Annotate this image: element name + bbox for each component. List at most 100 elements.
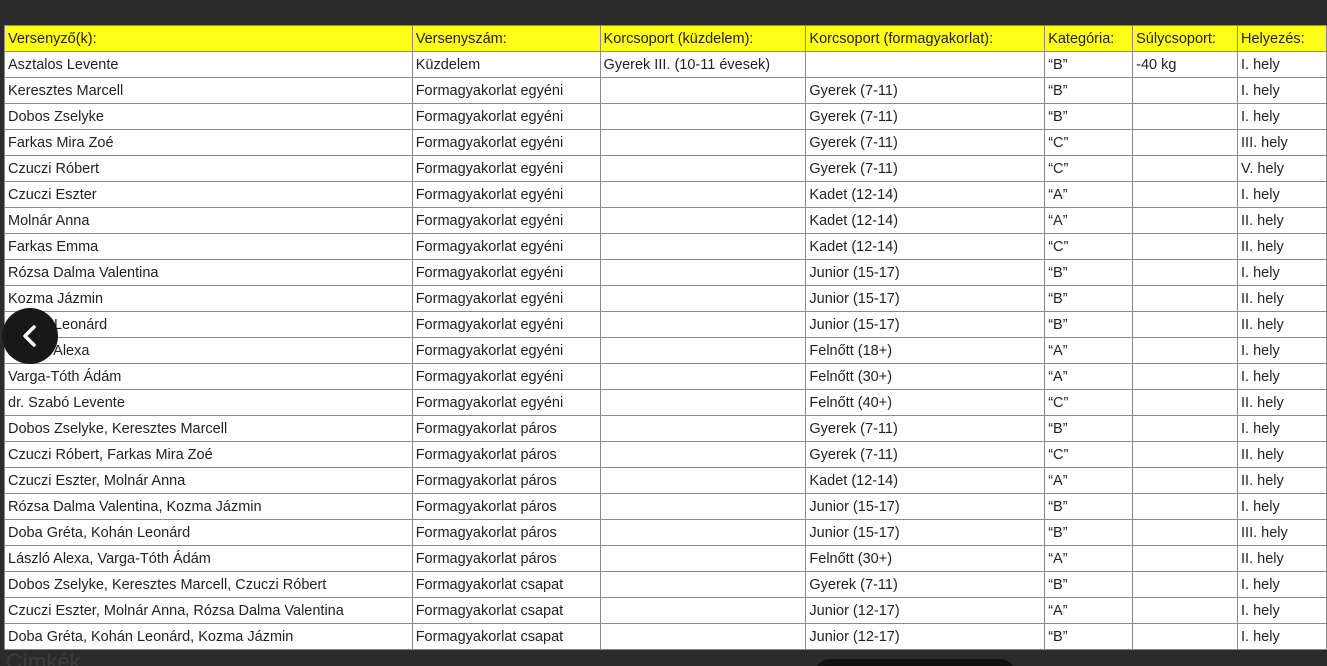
table-cell[interactable]: dr. Szabó Levente <box>4 389 413 416</box>
table-cell[interactable] <box>599 337 807 364</box>
table-cell[interactable]: Formagyakorlat egyéni <box>411 181 601 208</box>
table-cell[interactable] <box>1132 363 1239 390</box>
table-cell[interactable] <box>1132 207 1239 234</box>
table-cell[interactable]: Kadet (12-14) <box>805 467 1046 494</box>
table-cell[interactable]: Czuczi Eszter, Molnár Anna <box>4 467 413 494</box>
table-cell[interactable] <box>599 311 807 338</box>
table-cell[interactable] <box>1132 77 1239 104</box>
table-cell[interactable]: Dobos Zselyke, Keresztes Marcell <box>4 415 413 442</box>
table-cell[interactable]: Gyerek (7-11) <box>805 77 1046 104</box>
table-cell[interactable]: Formagyakorlat egyéni <box>411 259 601 286</box>
table-cell[interactable]: Gyerek III. (10-11 évesek) <box>599 51 807 78</box>
table-cell[interactable]: Dobos Zselyke <box>4 103 413 130</box>
table-cell[interactable]: Gyerek (7-11) <box>805 129 1046 156</box>
table-cell[interactable]: “A” <box>1044 207 1134 234</box>
table-cell[interactable]: Formagyakorlat páros <box>411 441 601 468</box>
table-cell[interactable] <box>1132 285 1239 312</box>
table-cell[interactable]: Formagyakorlat egyéni <box>411 311 601 338</box>
table-cell[interactable]: Gyerek (7-11) <box>805 155 1046 182</box>
table-cell[interactable]: Felnőtt (30+) <box>805 545 1046 572</box>
table-cell[interactable]: “B” <box>1044 285 1134 312</box>
table-cell[interactable]: Farkas Mira Zoé <box>4 129 413 156</box>
table-cell[interactable] <box>1132 545 1239 572</box>
table-cell[interactable] <box>599 519 807 546</box>
table-cell[interactable]: I. hely <box>1237 181 1327 208</box>
table-cell[interactable]: Formagyakorlat egyéni <box>411 363 601 390</box>
table-cell[interactable] <box>599 103 807 130</box>
table-cell[interactable]: Varga-Tóth Ádám <box>4 363 413 390</box>
table-cell[interactable]: “A” <box>1044 181 1134 208</box>
table-cell[interactable] <box>1132 233 1239 260</box>
table-cell[interactable]: Molnár Anna <box>4 207 413 234</box>
table-cell[interactable] <box>599 441 807 468</box>
table-cell[interactable]: Kozma Jázmin <box>4 285 413 312</box>
table-cell[interactable]: Formagyakorlat csapat <box>411 597 601 624</box>
table-cell[interactable]: Junior (15-17) <box>805 285 1046 312</box>
table-cell[interactable] <box>599 129 807 156</box>
table-cell[interactable]: Keresztes Marcell <box>4 77 413 104</box>
table-cell[interactable] <box>599 493 807 520</box>
table-cell[interactable]: III. hely <box>1237 129 1327 156</box>
table-cell[interactable]: II. hely <box>1237 545 1327 572</box>
table-cell[interactable] <box>599 181 807 208</box>
table-cell[interactable]: “B” <box>1044 103 1134 130</box>
table-cell[interactable]: I. hely <box>1237 623 1327 650</box>
table-cell[interactable]: II. hely <box>1237 233 1327 260</box>
table-cell[interactable]: “B” <box>1044 311 1134 338</box>
table-cell[interactable]: Formagyakorlat egyéni <box>411 103 601 130</box>
table-cell[interactable] <box>599 233 807 260</box>
table-cell[interactable]: Kohán Leonárd <box>4 311 413 338</box>
table-cell[interactable]: I. hely <box>1237 571 1327 598</box>
table-cell[interactable]: Küzdelem <box>411 51 601 78</box>
table-cell[interactable]: Junior (15-17) <box>805 259 1046 286</box>
table-cell[interactable]: Junior (15-17) <box>805 311 1046 338</box>
table-cell[interactable] <box>1132 311 1239 338</box>
table-cell[interactable]: Formagyakorlat páros <box>411 415 601 442</box>
table-cell[interactable]: Formagyakorlat egyéni <box>411 389 601 416</box>
table-cell[interactable]: Felnőtt (30+) <box>805 363 1046 390</box>
table-cell[interactable]: Asztalos Levente <box>4 51 413 78</box>
table-cell[interactable]: Farkas Emma <box>4 233 413 260</box>
table-cell[interactable] <box>805 51 1046 78</box>
table-cell[interactable]: II. hely <box>1237 467 1327 494</box>
table-cell[interactable]: I. hely <box>1237 597 1327 624</box>
table-cell[interactable]: “A” <box>1044 467 1134 494</box>
table-cell[interactable]: Rózsa Dalma Valentina <box>4 259 413 286</box>
table-cell[interactable]: Kadet (12-14) <box>805 233 1046 260</box>
table-cell[interactable] <box>599 77 807 104</box>
table-cell[interactable]: László Alexa <box>4 337 413 364</box>
table-cell[interactable] <box>1132 259 1239 286</box>
table-cell[interactable]: II. hely <box>1237 311 1327 338</box>
table-cell[interactable] <box>1132 415 1239 442</box>
table-cell[interactable]: Formagyakorlat egyéni <box>411 337 601 364</box>
table-cell[interactable]: Gyerek (7-11) <box>805 441 1046 468</box>
table-cell[interactable]: Formagyakorlat csapat <box>411 571 601 598</box>
table-cell[interactable]: II. hely <box>1237 441 1327 468</box>
table-cell[interactable] <box>599 415 807 442</box>
table-cell[interactable]: Felnőtt (18+) <box>805 337 1046 364</box>
table-cell[interactable] <box>599 623 807 650</box>
table-cell[interactable] <box>1132 519 1239 546</box>
table-cell[interactable] <box>1132 597 1239 624</box>
table-cell[interactable]: I. hely <box>1237 77 1327 104</box>
table-cell[interactable]: II. hely <box>1237 285 1327 312</box>
table-cell[interactable] <box>1132 441 1239 468</box>
table-cell[interactable]: Kadet (12-14) <box>805 181 1046 208</box>
table-cell[interactable]: “C” <box>1044 389 1134 416</box>
table-cell[interactable]: Rózsa Dalma Valentina, Kozma Jázmin <box>4 493 413 520</box>
table-cell[interactable]: I. hely <box>1237 415 1327 442</box>
table-cell[interactable]: I. hely <box>1237 51 1327 78</box>
table-cell[interactable] <box>1132 467 1239 494</box>
table-cell[interactable]: Czuczi Eszter, Molnár Anna, Rózsa Dalma … <box>4 597 413 624</box>
table-cell[interactable]: Junior (12-17) <box>805 623 1046 650</box>
table-cell[interactable]: László Alexa, Varga-Tóth Ádám <box>4 545 413 572</box>
table-cell[interactable]: Formagyakorlat egyéni <box>411 155 601 182</box>
table-cell[interactable]: Kadet (12-14) <box>805 207 1046 234</box>
table-cell[interactable]: “B” <box>1044 51 1134 78</box>
table-cell[interactable]: V. hely <box>1237 155 1327 182</box>
table-cell[interactable]: Gyerek (7-11) <box>805 103 1046 130</box>
table-cell[interactable]: Dobos Zselyke, Keresztes Marcell, Czuczi… <box>4 571 413 598</box>
table-cell[interactable] <box>599 545 807 572</box>
table-cell[interactable]: Gyerek (7-11) <box>805 415 1046 442</box>
table-cell[interactable] <box>599 597 807 624</box>
